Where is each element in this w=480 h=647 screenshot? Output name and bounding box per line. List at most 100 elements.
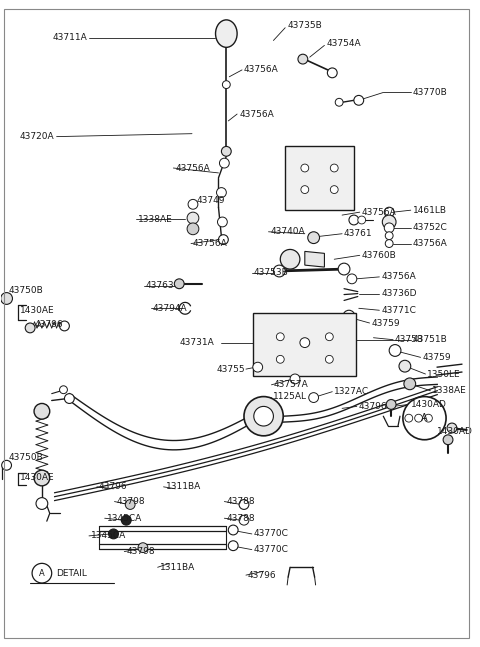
Circle shape [187,223,199,235]
Text: 43796: 43796 [35,320,64,329]
Circle shape [1,461,12,470]
Circle shape [330,164,338,172]
Circle shape [301,186,309,193]
Circle shape [384,223,394,233]
Circle shape [228,525,238,535]
Circle shape [354,95,364,105]
Text: 43735B: 43735B [287,21,322,30]
Circle shape [280,250,300,269]
Text: A: A [421,413,428,423]
Text: A: A [39,569,45,578]
Text: 43770B: 43770B [413,88,447,97]
Circle shape [335,98,343,106]
Circle shape [300,338,310,347]
Text: 43756A: 43756A [381,272,416,281]
Text: 43760B: 43760B [362,251,396,260]
Text: 1350LE: 1350LE [427,369,461,378]
Text: 43749: 43749 [197,196,226,205]
Text: 1430AE: 1430AE [20,472,55,481]
Circle shape [60,321,70,331]
Polygon shape [305,252,324,267]
Text: 1338AE: 1338AE [432,386,467,395]
Text: 43755: 43755 [216,365,245,373]
Circle shape [403,397,446,440]
Circle shape [36,498,48,509]
Text: 43720A: 43720A [20,132,55,141]
Text: 43750B: 43750B [9,286,43,295]
Text: 43770C: 43770C [254,545,288,554]
Text: 43788: 43788 [227,497,255,506]
Circle shape [385,232,393,239]
Text: 1345CA: 1345CA [91,531,126,540]
FancyBboxPatch shape [253,313,356,377]
Text: 43796: 43796 [248,571,276,580]
Circle shape [0,292,12,304]
Circle shape [399,360,411,372]
Circle shape [138,543,148,553]
Circle shape [308,232,320,243]
Text: 43750B: 43750B [9,453,43,462]
Circle shape [415,414,422,422]
Circle shape [404,378,416,389]
Text: 43756A: 43756A [175,164,210,173]
Text: 43756A: 43756A [362,208,396,217]
Text: 43759: 43759 [422,353,451,362]
Circle shape [447,423,457,433]
FancyBboxPatch shape [285,146,354,210]
Circle shape [221,146,231,156]
Text: 43751B: 43751B [413,335,447,344]
Circle shape [358,216,366,224]
Circle shape [34,470,50,486]
Text: 43753B: 43753B [254,269,288,278]
Circle shape [349,215,359,225]
Circle shape [443,435,453,444]
Text: 1430AD: 1430AD [411,400,446,409]
Text: 43756A: 43756A [193,239,228,248]
Circle shape [217,217,228,227]
Text: 43763: 43763 [146,281,175,291]
Circle shape [309,393,319,402]
Circle shape [219,159,229,168]
Circle shape [276,355,284,363]
Text: 43757A: 43757A [274,380,308,389]
Circle shape [216,188,227,197]
Circle shape [386,400,396,410]
Text: 43711A: 43711A [52,33,87,42]
Circle shape [347,274,357,284]
Circle shape [338,263,350,275]
Circle shape [244,397,283,436]
Circle shape [298,54,308,64]
Circle shape [254,406,274,426]
Circle shape [276,333,284,341]
Circle shape [125,499,135,509]
Circle shape [188,199,198,209]
Text: 43788: 43788 [227,514,255,523]
Text: 1327AC: 1327AC [334,387,370,396]
Circle shape [389,345,401,356]
Text: 43770C: 43770C [254,529,288,538]
Circle shape [174,279,184,289]
Circle shape [60,386,67,393]
Circle shape [32,564,52,583]
Circle shape [274,265,285,277]
Text: 43761: 43761 [344,229,372,238]
Circle shape [405,414,413,422]
Circle shape [253,362,263,372]
Text: 43759: 43759 [372,318,400,327]
Text: 43756A: 43756A [239,109,274,118]
Circle shape [34,404,50,419]
Text: 1338AE: 1338AE [138,215,173,223]
Circle shape [343,311,355,322]
Circle shape [108,529,119,539]
Circle shape [64,393,74,404]
Text: 1461LB: 1461LB [413,206,447,215]
Circle shape [325,333,333,341]
Text: 43794A: 43794A [153,304,187,313]
Text: DETAIL: DETAIL [56,569,86,578]
Circle shape [187,212,199,224]
Text: 43796: 43796 [99,483,127,491]
Circle shape [239,515,249,525]
Text: 43798: 43798 [126,547,155,556]
Text: 43754A: 43754A [326,39,361,48]
Circle shape [239,499,249,509]
